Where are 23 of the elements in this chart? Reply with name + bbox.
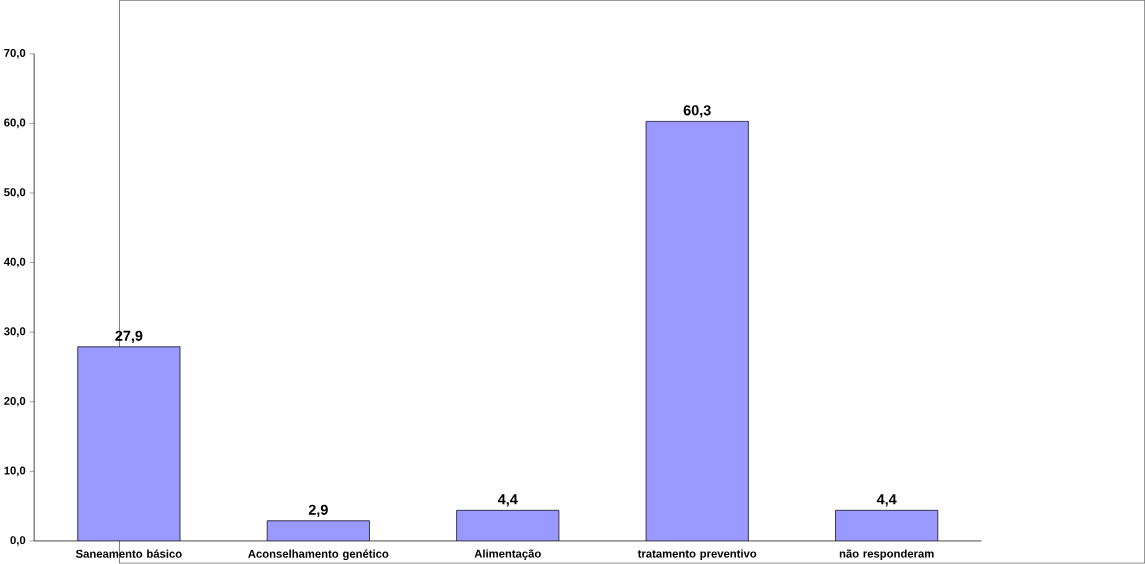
y-tick-label: 10,0 (4, 466, 26, 477)
y-tick-label: 70,0 (4, 49, 26, 59)
data-label: 27,9 (115, 330, 143, 344)
x-tick-label: Alimentação (474, 549, 541, 560)
data-label: 4,4 (876, 494, 897, 507)
bar (646, 121, 749, 542)
y-tick-label: 20,0 (4, 397, 26, 407)
bar (77, 346, 181, 542)
y-tick-label: 0,0 (10, 536, 26, 546)
x-tick-label: tratamento preventivo (637, 549, 757, 560)
y-tick-label: 50,0 (4, 188, 26, 198)
bar (456, 510, 559, 542)
x-tick-label: não responderam (839, 549, 934, 560)
y-tick-label: 40,0 (3, 257, 26, 268)
x-tick-label: Saneamento básico (75, 549, 182, 558)
x-tick-label: Aconselhamento genético (248, 549, 389, 561)
y-tick-label: 60,0 (4, 118, 26, 129)
data-label: 60,3 (683, 105, 711, 118)
y-tick-label: 30,0 (4, 327, 26, 338)
bar (835, 510, 939, 542)
bar (267, 520, 370, 542)
data-label: 2,9 (308, 504, 328, 518)
data-label: 4,4 (497, 494, 518, 507)
